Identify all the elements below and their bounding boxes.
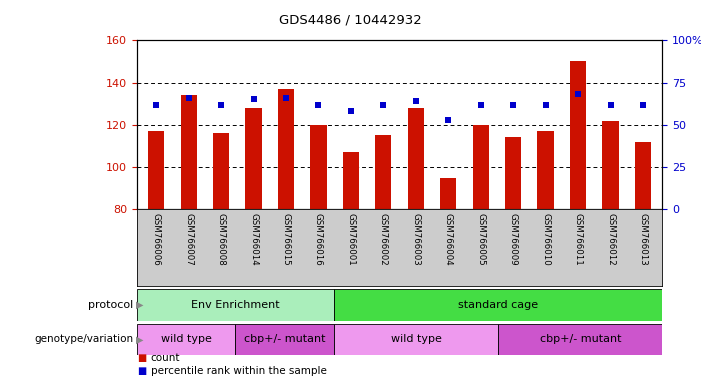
Bar [375,136,391,209]
Bar [538,131,554,209]
Text: protocol: protocol [88,300,133,310]
Text: GSM766002: GSM766002 [379,213,388,266]
Bar [148,131,164,209]
Text: wild type: wild type [390,334,442,344]
Bar [181,95,197,209]
Bar [334,289,662,321]
Bar [505,137,522,209]
Bar [635,142,651,209]
Bar [440,178,456,209]
Bar [602,121,619,209]
Bar [137,324,236,355]
Text: GSM766006: GSM766006 [151,213,161,266]
Text: standard cage: standard cage [458,300,538,310]
Text: wild type: wild type [161,334,212,344]
Text: genotype/variation: genotype/variation [34,334,133,344]
Text: Env Enrichment: Env Enrichment [191,300,280,310]
Bar [408,108,424,209]
Bar [472,125,489,209]
Text: GSM766004: GSM766004 [444,213,453,266]
Text: GSM766015: GSM766015 [282,213,290,266]
Text: ▶: ▶ [136,334,144,344]
Text: GSM766012: GSM766012 [606,213,615,266]
Bar [334,324,498,355]
Text: GSM766016: GSM766016 [314,213,323,266]
Text: GSM766005: GSM766005 [476,213,485,266]
Bar [343,152,359,209]
Text: GSM766007: GSM766007 [184,213,193,266]
Text: GSM766009: GSM766009 [509,213,517,266]
Bar [570,61,586,209]
Text: ■: ■ [137,366,146,376]
Text: ▶: ▶ [136,300,144,310]
Bar [498,324,662,355]
Bar [278,89,294,209]
Text: cbp+/- mutant: cbp+/- mutant [540,334,621,344]
Text: GSM766014: GSM766014 [249,213,258,266]
Bar [245,108,261,209]
Bar [311,125,327,209]
Bar [236,324,334,355]
Text: GSM766011: GSM766011 [573,213,583,266]
Text: ■: ■ [137,353,146,363]
Text: GDS4486 / 10442932: GDS4486 / 10442932 [279,13,422,26]
Text: GSM766010: GSM766010 [541,213,550,266]
Text: GSM766013: GSM766013 [639,213,648,266]
Text: cbp+/- mutant: cbp+/- mutant [244,334,325,344]
Text: GSM766003: GSM766003 [411,213,421,266]
Bar [213,133,229,209]
Text: GSM766008: GSM766008 [217,213,226,266]
Text: count: count [151,353,180,363]
Bar [137,289,334,321]
Text: percentile rank within the sample: percentile rank within the sample [151,366,327,376]
Text: GSM766001: GSM766001 [346,213,355,266]
